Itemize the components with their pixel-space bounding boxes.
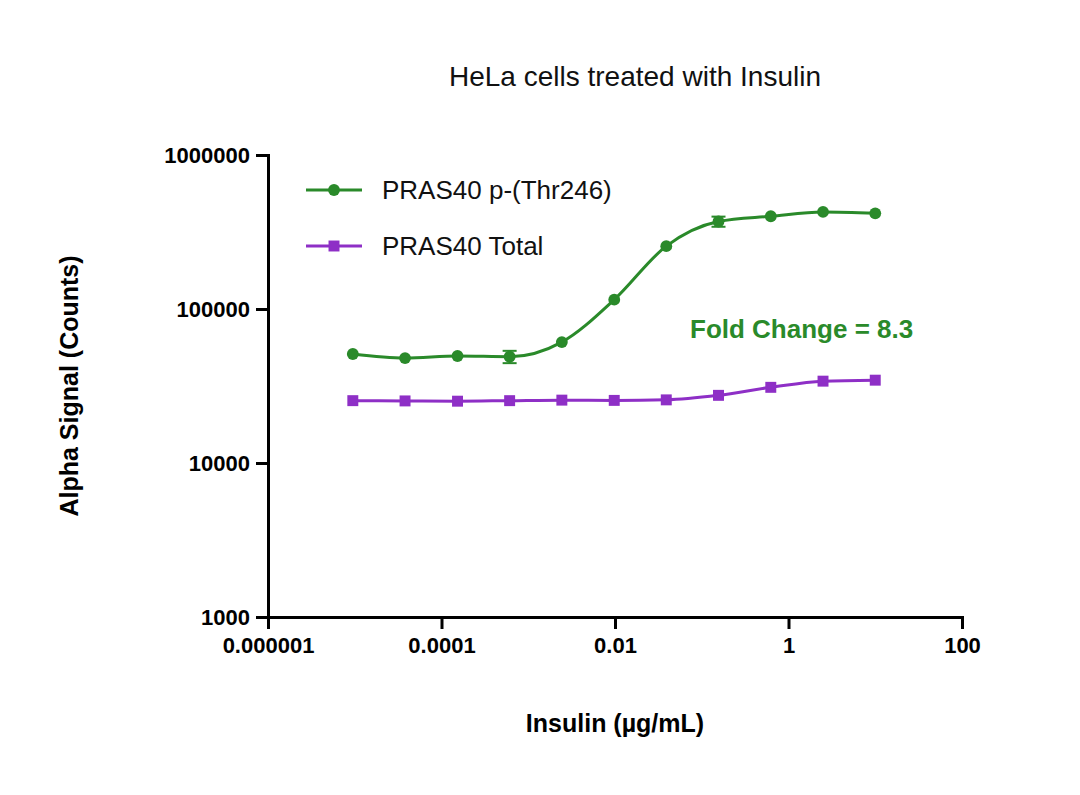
legend-label: PRAS40 Total [382, 231, 543, 261]
marker [765, 382, 776, 393]
tick-label: 1 [783, 633, 795, 658]
marker [347, 348, 359, 360]
marker [817, 206, 829, 218]
title: HeLa cells treated with Insulin [449, 61, 821, 92]
tick: 0.0001 [408, 617, 475, 658]
axis-line [269, 618, 963, 630]
tick-label: 1000000 [164, 143, 250, 168]
chart: HeLa cells treated with Insulin0.0000010… [0, 0, 1080, 795]
tick: 0.01 [594, 617, 637, 658]
tick: 1 [783, 617, 795, 658]
tick-label: 0.000001 [223, 633, 315, 658]
annotation: Fold Change = 8.3 [690, 314, 913, 344]
marker [609, 395, 620, 406]
tick-mark [441, 617, 444, 629]
marker [347, 395, 358, 406]
tick-label: 100000 [177, 297, 250, 322]
marker [765, 210, 777, 222]
tick-label: 0.0001 [408, 633, 475, 658]
tick-label: 0.01 [594, 633, 637, 658]
marker [818, 376, 829, 387]
legend-marker [329, 241, 340, 252]
tick-label: 1000 [201, 605, 250, 630]
marker [870, 375, 881, 386]
marker [452, 396, 463, 407]
tick-mark [256, 308, 268, 311]
axis-line [256, 156, 269, 618]
legend-marker [328, 184, 340, 196]
tick-label: 100 [944, 633, 981, 658]
x-axis-title: Insulin (µg/mL) [526, 709, 704, 737]
legend-label: PRAS40 p-(Thr246) [382, 175, 612, 205]
marker [869, 207, 881, 219]
tick-mark [256, 154, 268, 157]
legend-item: PRAS40 p-(Thr246) [306, 175, 612, 205]
marker [400, 395, 411, 406]
marker [399, 352, 411, 364]
x-axis: 0.000001 0.0001 0.01 1 100 [223, 617, 981, 658]
y-axis-title: Alpha Signal (Counts) [55, 255, 83, 516]
tick: 100000 [177, 297, 268, 322]
tick-mark [256, 616, 268, 619]
tick: 100 [944, 617, 981, 658]
tick-mark [256, 462, 268, 465]
tick-mark [788, 617, 791, 629]
marker [556, 395, 567, 406]
plot-area [347, 206, 881, 407]
y-axis: 1000 10000 100000 1000000 [164, 143, 268, 630]
marker [713, 390, 724, 401]
marker [713, 216, 725, 228]
error-bar [503, 351, 517, 363]
tick: 10000 [189, 451, 268, 476]
marker [504, 395, 515, 406]
marker [661, 394, 672, 405]
legend: PRAS40 p-(Thr246) PRAS40 Total [306, 175, 612, 261]
tick-mark [961, 617, 964, 629]
marker [452, 350, 464, 362]
tick: 1000 [201, 605, 268, 630]
tick-label: 10000 [189, 451, 250, 476]
marker [504, 351, 516, 363]
marker [608, 294, 620, 306]
marker [556, 336, 568, 348]
marker [660, 240, 672, 252]
legend-item: PRAS40 Total [306, 231, 543, 261]
tick: 1000000 [164, 143, 268, 168]
tick-mark [614, 617, 617, 629]
